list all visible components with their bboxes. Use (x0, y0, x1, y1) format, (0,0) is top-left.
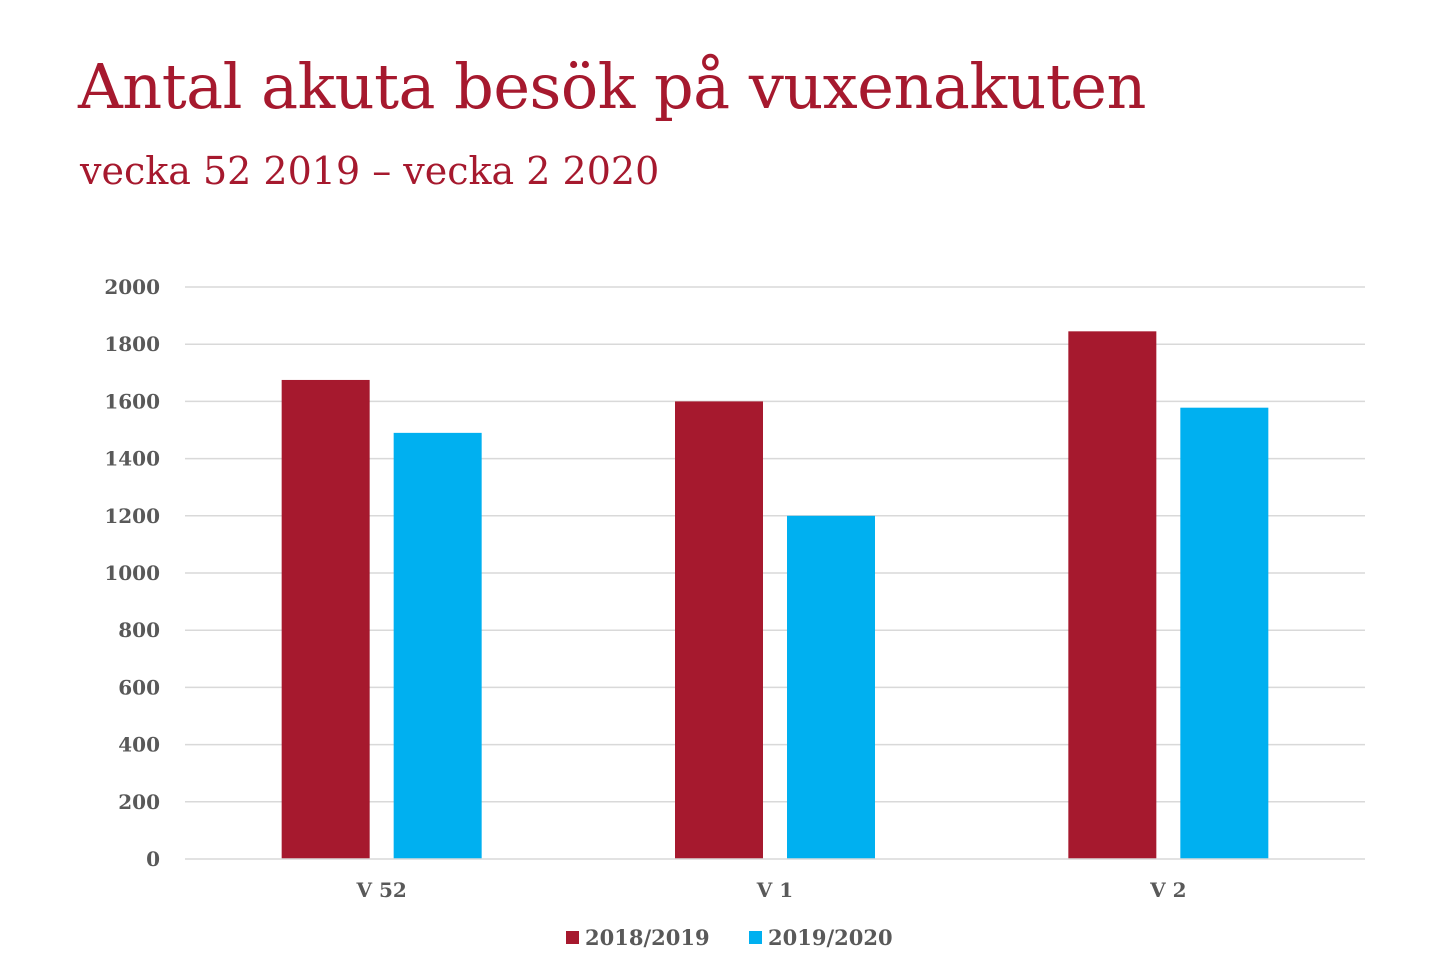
bars (281, 331, 1269, 860)
y-tick-label: 200 (118, 790, 160, 814)
y-tick-label: 2000 (104, 275, 160, 299)
x-axis-labels: V 52 V 1 V 2 (356, 878, 1187, 902)
legend: 2018/2019 2019/2020 (566, 925, 893, 950)
y-tick-label: 1000 (104, 561, 160, 585)
bar-v2-2018-2019 (1068, 331, 1157, 860)
y-tick-label: 0 (146, 847, 160, 871)
y-tick-label: 600 (118, 675, 160, 699)
x-tick-label: V 1 (756, 878, 793, 902)
x-tick-label: V 52 (356, 878, 407, 902)
y-tick-label: 800 (118, 618, 160, 642)
legend-swatch (566, 931, 579, 944)
bar-v1-2018-2019 (675, 401, 763, 859)
legend-label: 2018/2019 (585, 925, 710, 950)
y-tick-label: 400 (118, 733, 160, 757)
bar-v52-2019-2020 (393, 432, 482, 859)
y-tick-label: 1600 (104, 389, 160, 413)
bar-v1-2019-2020 (787, 515, 875, 859)
chart-subtitle: vecka 52 2019 – vecka 2 2020 (80, 149, 660, 193)
y-tick-label: 1800 (104, 332, 160, 356)
bar-v52-2018-2019 (281, 379, 370, 859)
legend-swatch (749, 931, 762, 944)
chart-title: Antal akuta besök på vuxenakuten (78, 50, 1146, 123)
y-tick-label: 1200 (104, 504, 160, 528)
y-axis-ticks: 0 200 400 600 800 1000 1200 1400 1600 1800 2000 (104, 275, 160, 871)
gridlines (185, 286, 1365, 803)
legend-label: 2019/2020 (768, 925, 893, 950)
bar-v2-2019-2020 (1180, 407, 1269, 859)
x-tick-label: V 2 (1149, 878, 1186, 902)
y-tick-label: 1400 (104, 447, 160, 471)
